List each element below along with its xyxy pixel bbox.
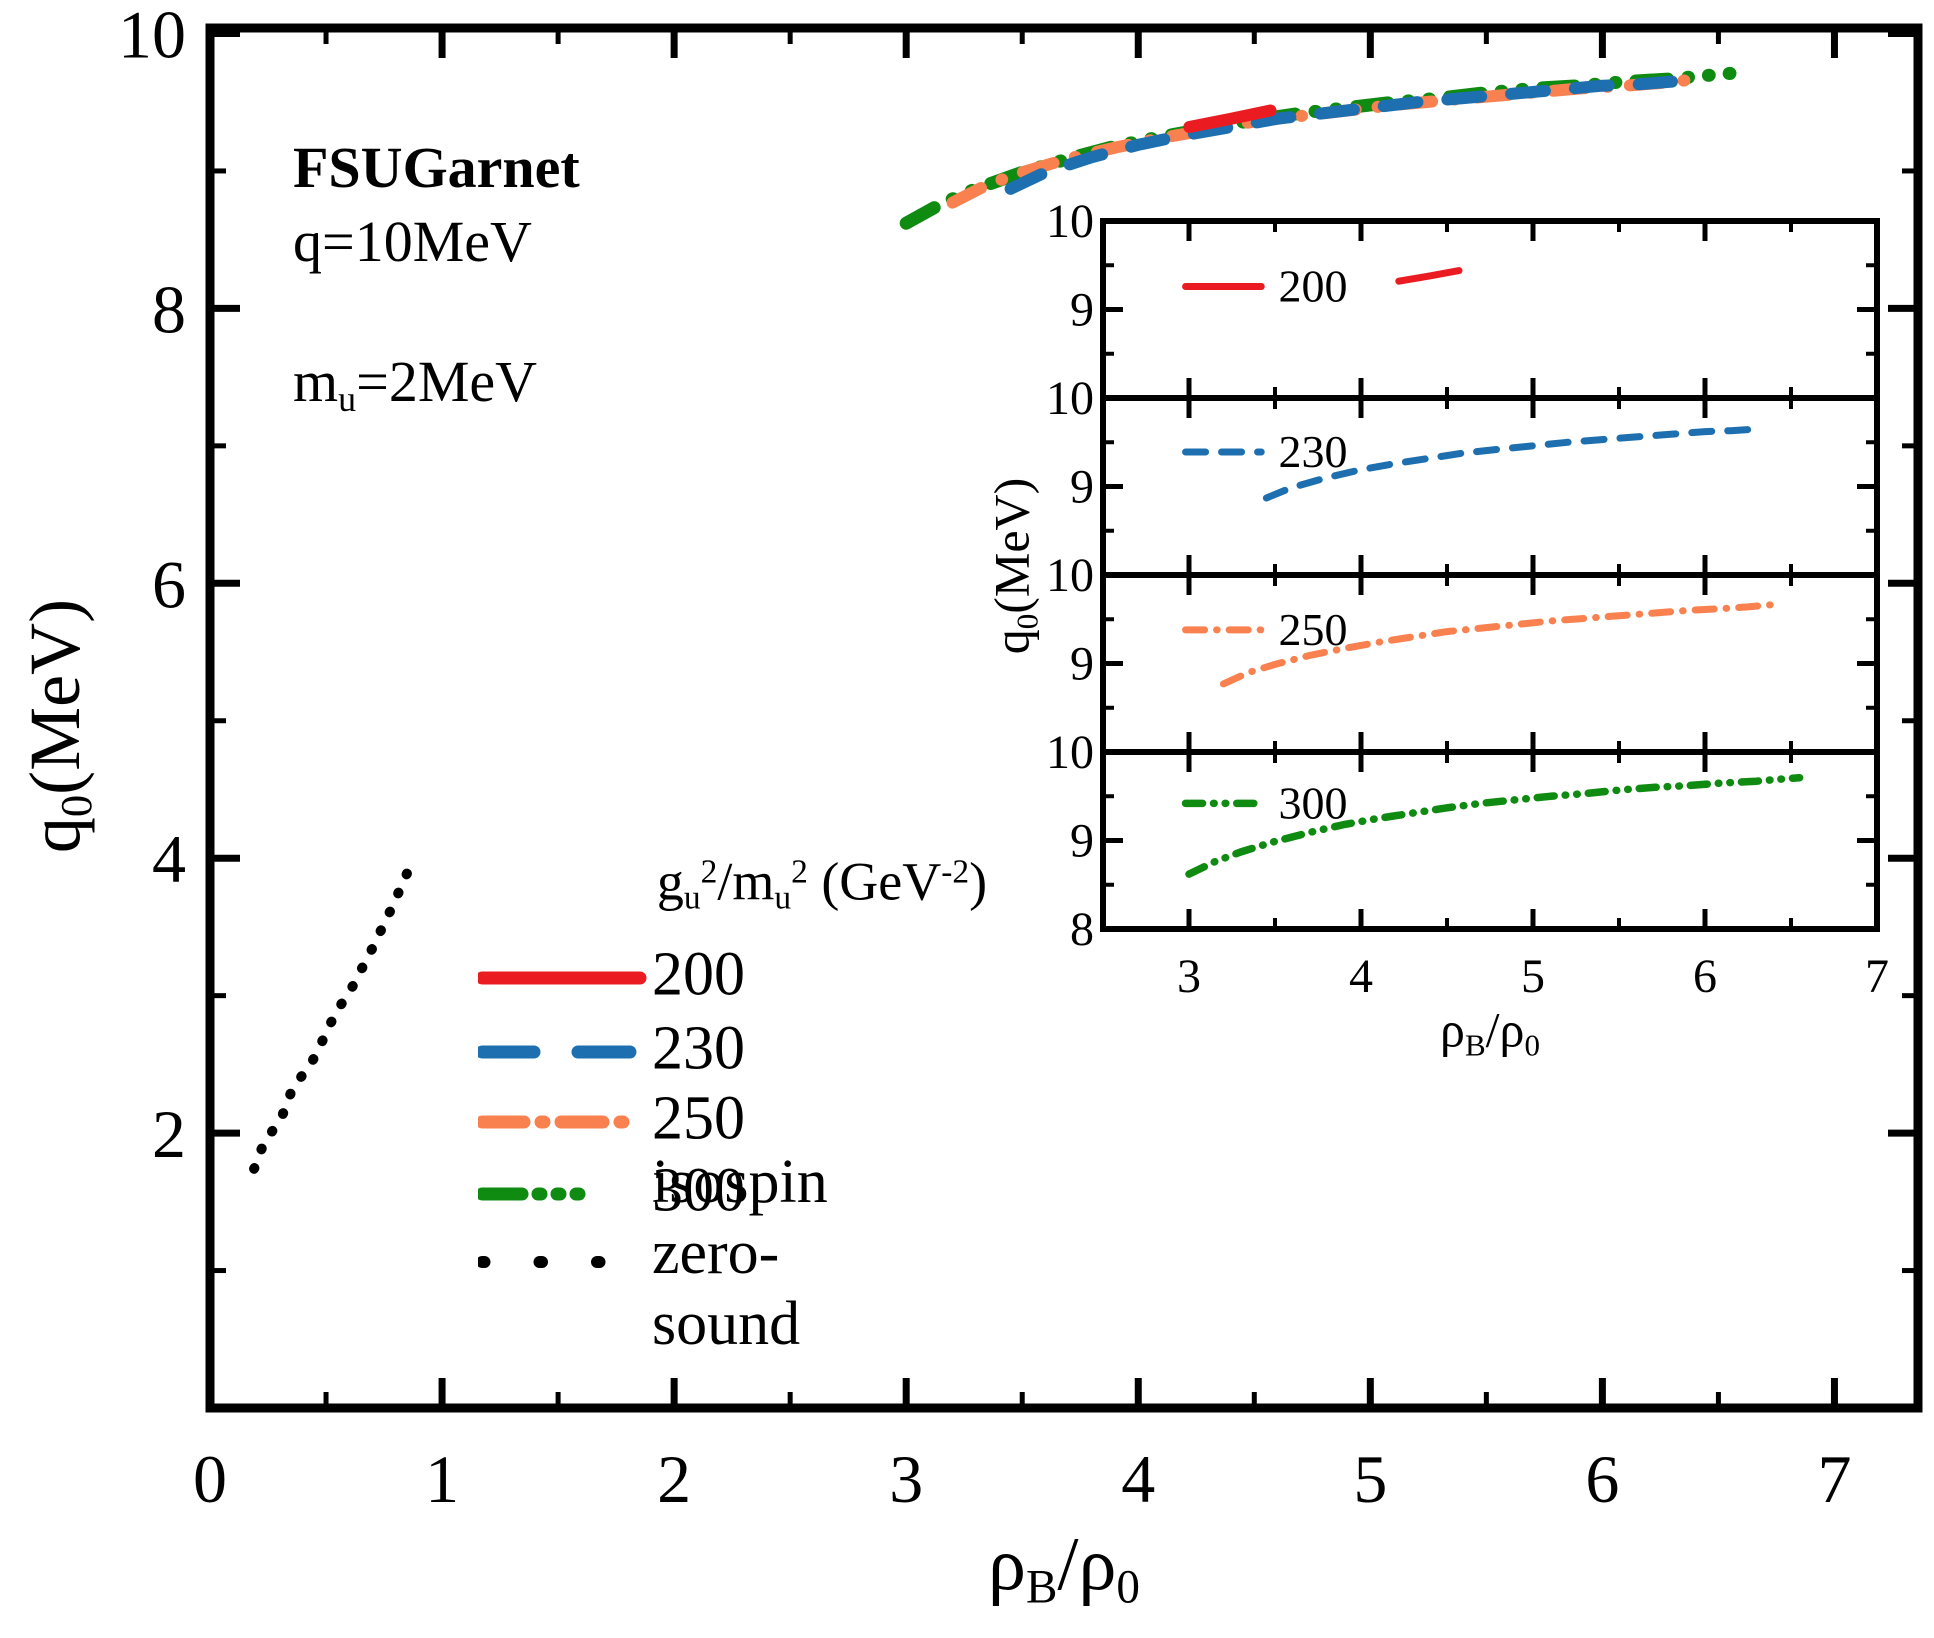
legend-label: 300 <box>652 1156 745 1225</box>
inset-y-tick-label: 10 <box>1046 372 1094 425</box>
main-x-tick-label: 3 <box>889 1441 923 1517</box>
legend-label: 250 <box>652 1084 745 1153</box>
inset-series-200 <box>1395 267 1463 285</box>
inset-y-tick-label: 10 <box>1046 195 1094 248</box>
legend-sample-300 <box>475 1187 647 1201</box>
main-x-tick-label: 7 <box>1817 1441 1851 1517</box>
inset-x-tick-label: 5 <box>1521 950 1545 1003</box>
legend-label: isospin zero-sound <box>652 1147 828 1358</box>
inset-series-300 <box>1185 773 1804 878</box>
inset-y-axis-label: q0(MeV) <box>983 477 1045 655</box>
inset-y-tick-label: 9 <box>1070 284 1094 337</box>
legend-item-300: 300 <box>475 1157 745 1225</box>
series-250 <box>946 72 1706 209</box>
series-200 <box>1183 104 1277 133</box>
main-y-tick-label: 8 <box>152 271 186 347</box>
legend-item-isospin-zero-sound: isospin zero-sound <box>476 1148 828 1358</box>
legend-item-250: 250 <box>475 1085 745 1153</box>
inset-panel-label: 250 <box>1278 604 1347 655</box>
inset-y-tick-label: 9 <box>1070 461 1094 514</box>
inset-x-tick-label: 3 <box>1177 950 1201 1003</box>
inset-y-tick-label: 10 <box>1046 549 1094 602</box>
inset-panel-label: 230 <box>1278 426 1347 477</box>
annotation-model: FSUGarnet <box>293 135 580 200</box>
main-y-tick-label: 4 <box>152 821 186 897</box>
legend-sample-250 <box>475 1115 647 1129</box>
inset-x-tick-label: 6 <box>1693 950 1717 1003</box>
legend-item-230: 230 <box>475 1015 745 1083</box>
main-y-tick-label: 10 <box>118 0 186 72</box>
inset-x-tick-label: 7 <box>1865 950 1889 1003</box>
inset-panel-frame <box>1100 749 1880 932</box>
main-x-tick-label: 0 <box>193 1441 227 1517</box>
inset-x-axis-label: ρB/ρ0 <box>1440 1001 1540 1063</box>
main-x-tick-label: 6 <box>1585 1441 1619 1517</box>
inset-y-tick-label: 10 <box>1046 726 1094 779</box>
inset-panel-label: 200 <box>1278 260 1347 311</box>
main-x-tick-label: 1 <box>425 1441 459 1517</box>
x-axis-label: ρB/ρ0 <box>988 1522 1140 1614</box>
annotation-mu: mu=2MeV <box>293 349 538 420</box>
legend-item-200: 200 <box>475 941 745 1009</box>
series-230 <box>1004 75 1678 195</box>
legend-sample-isospin-zero-sound <box>476 1256 646 1268</box>
inset-panel-label: 300 <box>1278 777 1347 828</box>
legend-label: 230 <box>652 1014 745 1083</box>
legend-title: gu2/mu2 (GeV-2) <box>656 851 988 917</box>
main-x-tick-label: 4 <box>1121 1441 1155 1517</box>
y-axis-label: q0(MeV) <box>14 598 102 854</box>
annotation-q: q=10MeV <box>293 209 532 274</box>
inset-x-tick-label: 4 <box>1349 950 1373 1003</box>
main-x-tick-label: 5 <box>1353 1441 1387 1517</box>
main-series <box>249 66 1737 1174</box>
inset-y-tick-label: 8 <box>1070 903 1094 956</box>
inset-series-230 <box>1262 425 1761 502</box>
series-isospin-zero-sound <box>249 862 415 1174</box>
main-x-tick-label: 2 <box>657 1441 691 1517</box>
annotation-model-text: FSUGarnet <box>293 135 580 200</box>
main-axes: 0 1 2 3 4 5 6 7 2 4 6 8 10 <box>118 0 1923 1517</box>
main-frame <box>205 23 1923 1413</box>
inset-panel-300: 300 10 9 8 <box>1046 726 1880 956</box>
legend-sample-230 <box>475 1045 647 1059</box>
main-y-tick-label: 6 <box>152 546 186 622</box>
annotation-q-text: q=10MeV <box>293 209 532 274</box>
inset-y-tick-label: 9 <box>1070 638 1094 691</box>
legend-label: 200 <box>652 940 745 1009</box>
series-300 <box>899 66 1737 230</box>
main-y-tick-label: 2 <box>152 1096 186 1172</box>
inset-chart: 200 10 9 230 10 9 250 10 9 300 10 9 8 3 4 5 6 7 <box>1046 195 1889 1003</box>
inset-series-250 <box>1219 600 1781 688</box>
inset-y-tick-label: 9 <box>1070 815 1094 868</box>
legend-sample-200 <box>475 971 647 985</box>
